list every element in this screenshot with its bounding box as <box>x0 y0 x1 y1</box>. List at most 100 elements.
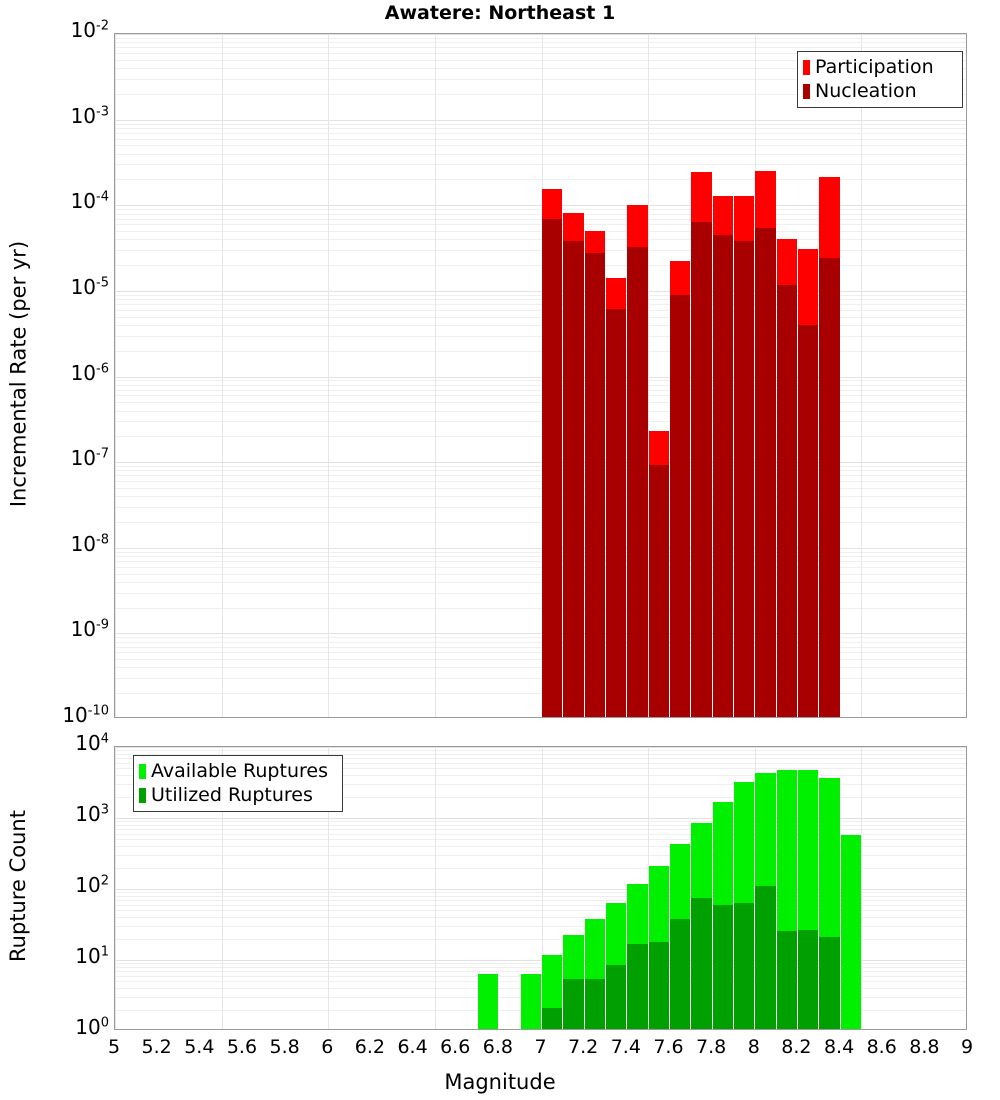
y-axis-tick-label: 10-8 <box>70 531 109 556</box>
legend-swatch-icon <box>803 59 810 75</box>
y-axis-tick-label: 10-3 <box>70 103 109 128</box>
gridline-minor <box>115 607 966 609</box>
gridline-vertical <box>328 34 330 717</box>
gridline-minor <box>115 784 966 786</box>
bar-nucleation <box>605 309 627 717</box>
gridline-minor <box>115 213 966 215</box>
y-axis-tick-label: 10-2 <box>70 18 109 42</box>
x-axis-label: Magnitude <box>444 1070 556 1094</box>
y-axis-tick-label: 10-4 <box>70 189 109 214</box>
gridline-minor <box>115 757 966 759</box>
bar-utilized-ruptures <box>648 941 669 1029</box>
y-axis-tick-label: 10-10 <box>62 703 109 727</box>
gridline-minor <box>115 667 966 669</box>
gridline-major <box>115 205 966 207</box>
legend-swatch-icon <box>139 763 146 779</box>
gridline-minor <box>115 299 966 301</box>
gridline-minor <box>115 496 966 498</box>
y-axis-tick-label: 10-6 <box>70 360 109 385</box>
gridline-minor <box>115 487 966 489</box>
gridline-minor <box>115 581 966 583</box>
x-axis-tick-label: 6.8 <box>482 1036 513 1058</box>
bar-available-ruptures <box>840 835 861 1029</box>
gridline-vertical <box>221 34 223 717</box>
gridline-major <box>115 462 966 464</box>
bar-utilized-ruptures <box>563 979 584 1029</box>
legend-rupture-count: Available Ruptures Utilized Ruptures <box>133 755 343 812</box>
gridline-minor <box>115 481 966 483</box>
gridline-minor <box>115 821 966 823</box>
bar-utilized-ruptures <box>733 902 755 1029</box>
gridline-minor <box>115 556 966 558</box>
gridline-vertical <box>648 34 650 717</box>
gridline-minor <box>115 218 966 220</box>
gridline-major <box>115 290 966 292</box>
gridline-major <box>115 818 966 819</box>
legend-item: Participation <box>803 55 956 79</box>
gridline-minor <box>115 164 966 166</box>
x-axis-tick-label: 7.8 <box>695 1036 727 1058</box>
gridline-minor <box>115 132 966 134</box>
gridline-minor <box>115 410 966 412</box>
gridline-minor <box>115 42 966 44</box>
gridline-minor <box>115 324 966 326</box>
x-axis-tick-label: 9 <box>960 1036 974 1058</box>
gridline-minor <box>115 693 966 695</box>
gridline-minor <box>115 833 966 835</box>
gridline-minor <box>115 402 966 404</box>
y-axis-tick-label: 100 <box>75 1015 109 1039</box>
gridline-minor <box>115 239 966 241</box>
gridline-minor <box>115 846 966 848</box>
bar-nucleation <box>563 241 584 717</box>
legend-label: Utilized Ruptures <box>151 783 313 806</box>
gridline-minor <box>115 265 966 267</box>
y-axis-tick-label: 104 <box>75 731 109 755</box>
bar-utilized-ruptures <box>819 936 840 1029</box>
bar-available-ruptures <box>520 973 541 1029</box>
gridline-vertical <box>328 747 330 1029</box>
gridline-major <box>115 547 966 549</box>
x-axis-tick-label: 6 <box>321 1036 334 1058</box>
gridline-minor <box>115 304 966 306</box>
gridline-minor <box>115 753 966 755</box>
legend-label: Nucleation <box>815 79 917 102</box>
gridline-major <box>115 633 966 635</box>
gridline-minor <box>115 963 966 965</box>
bar-nucleation <box>669 294 691 717</box>
y-axis-tick-label: 10-7 <box>70 446 109 471</box>
bar-nucleation <box>819 257 840 717</box>
gridline-minor <box>115 926 966 928</box>
gridline-minor <box>115 179 966 181</box>
gridline-minor <box>115 775 966 777</box>
gridline-minor <box>115 93 966 95</box>
gridline-minor <box>115 917 966 919</box>
gridline-minor <box>115 867 966 869</box>
gridline-vertical <box>541 747 543 1029</box>
gridline-minor <box>115 294 966 296</box>
gridline-minor <box>115 551 966 553</box>
x-axis-tick-label: 7.2 <box>568 1036 599 1058</box>
bar-utilized-ruptures <box>776 931 797 1029</box>
gridline-minor <box>115 466 966 468</box>
gridline-minor <box>115 380 966 382</box>
bar-utilized-ruptures <box>542 1007 563 1029</box>
gridline-minor <box>115 68 966 70</box>
gridline-minor <box>115 659 966 661</box>
page-title: Awatere: Northeast 1 <box>384 2 616 24</box>
gridline-minor <box>115 350 966 352</box>
gridline-major <box>115 889 966 890</box>
gridline-minor <box>115 250 966 252</box>
gridline-major <box>115 376 966 378</box>
x-axis-tick-label: 5.6 <box>226 1036 258 1058</box>
x-axis-tick-label: 8.8 <box>909 1036 940 1058</box>
gridline-minor <box>115 145 966 147</box>
gridline-minor <box>115 768 966 770</box>
gridline-minor <box>115 224 966 226</box>
gridline-vertical <box>115 34 116 717</box>
gridline-vertical <box>115 747 116 1029</box>
x-axis-tick-label: 8.2 <box>781 1036 812 1058</box>
legend-item: Available Ruptures <box>139 759 336 783</box>
gridline-minor <box>115 335 966 337</box>
legend-swatch-icon <box>139 787 146 803</box>
